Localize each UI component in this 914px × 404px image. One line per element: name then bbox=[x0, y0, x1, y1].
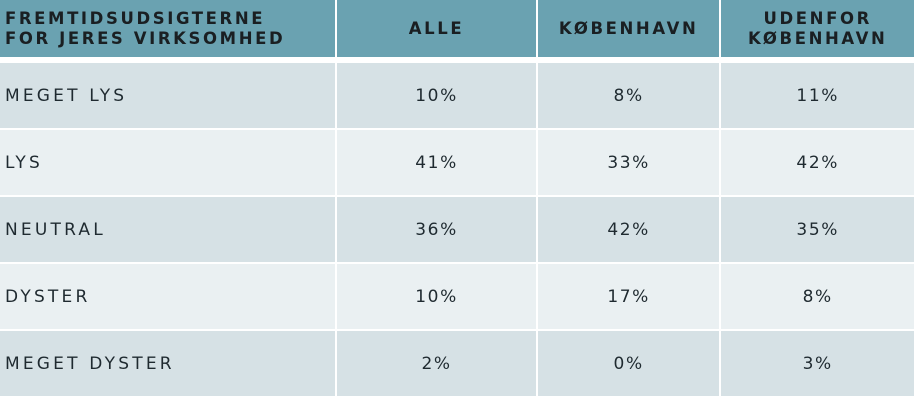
row-label: LYS bbox=[0, 130, 336, 195]
value-udenfor: 11% bbox=[721, 63, 914, 128]
value-alle: 2% bbox=[337, 331, 536, 396]
header-udenfor-line-1: UDENFOR bbox=[763, 8, 872, 28]
value-koebenhavn: 42% bbox=[537, 197, 720, 262]
header-label-line-1: FREMTIDSUDSIGTERNE bbox=[5, 8, 266, 28]
value-alle: 41% bbox=[337, 130, 536, 195]
header-koebenhavn: KØBENHAVN bbox=[558, 18, 699, 38]
table-row: NEUTRAL 36% 42% 35% bbox=[0, 197, 914, 262]
row-label: MEGET LYS bbox=[0, 63, 336, 128]
header-udenfor-line-2: KØBENHAVN bbox=[747, 28, 888, 48]
table-row: MEGET DYSTER 2% 0% 3% bbox=[0, 331, 914, 396]
table-row: DYSTER 10% 17% 8% bbox=[0, 264, 914, 329]
table-row: MEGET LYS 10% 8% 11% bbox=[0, 63, 914, 128]
value-koebenhavn: 17% bbox=[537, 264, 720, 329]
header-label-cell: FREMTIDSUDSIGTERNE FOR JERES VIRKSOMHED bbox=[0, 0, 336, 57]
value-koebenhavn: 33% bbox=[537, 130, 720, 195]
value-koebenhavn: 0% bbox=[537, 331, 720, 396]
row-label: NEUTRAL bbox=[0, 197, 336, 262]
value-alle: 10% bbox=[337, 63, 536, 128]
value-koebenhavn: 8% bbox=[537, 63, 720, 128]
value-alle: 10% bbox=[337, 264, 536, 329]
value-udenfor: 42% bbox=[721, 130, 914, 195]
value-alle: 36% bbox=[337, 197, 536, 262]
row-label: DYSTER bbox=[0, 264, 336, 329]
header-koebenhavn-cell: KØBENHAVN bbox=[537, 0, 720, 57]
value-udenfor: 3% bbox=[721, 331, 914, 396]
value-udenfor: 8% bbox=[721, 264, 914, 329]
header-alle-cell: ALLE bbox=[337, 0, 536, 57]
row-label: MEGET DYSTER bbox=[0, 331, 336, 396]
table-header-row: FREMTIDSUDSIGTERNE FOR JERES VIRKSOMHED … bbox=[0, 0, 914, 57]
header-alle: ALLE bbox=[408, 18, 465, 38]
table-row: LYS 41% 33% 42% bbox=[0, 130, 914, 195]
header-udenfor-cell: UDENFOR KØBENHAVN bbox=[721, 0, 914, 57]
value-udenfor: 35% bbox=[721, 197, 914, 262]
header-label-line-2: FOR JERES VIRKSOMHED bbox=[5, 28, 286, 48]
